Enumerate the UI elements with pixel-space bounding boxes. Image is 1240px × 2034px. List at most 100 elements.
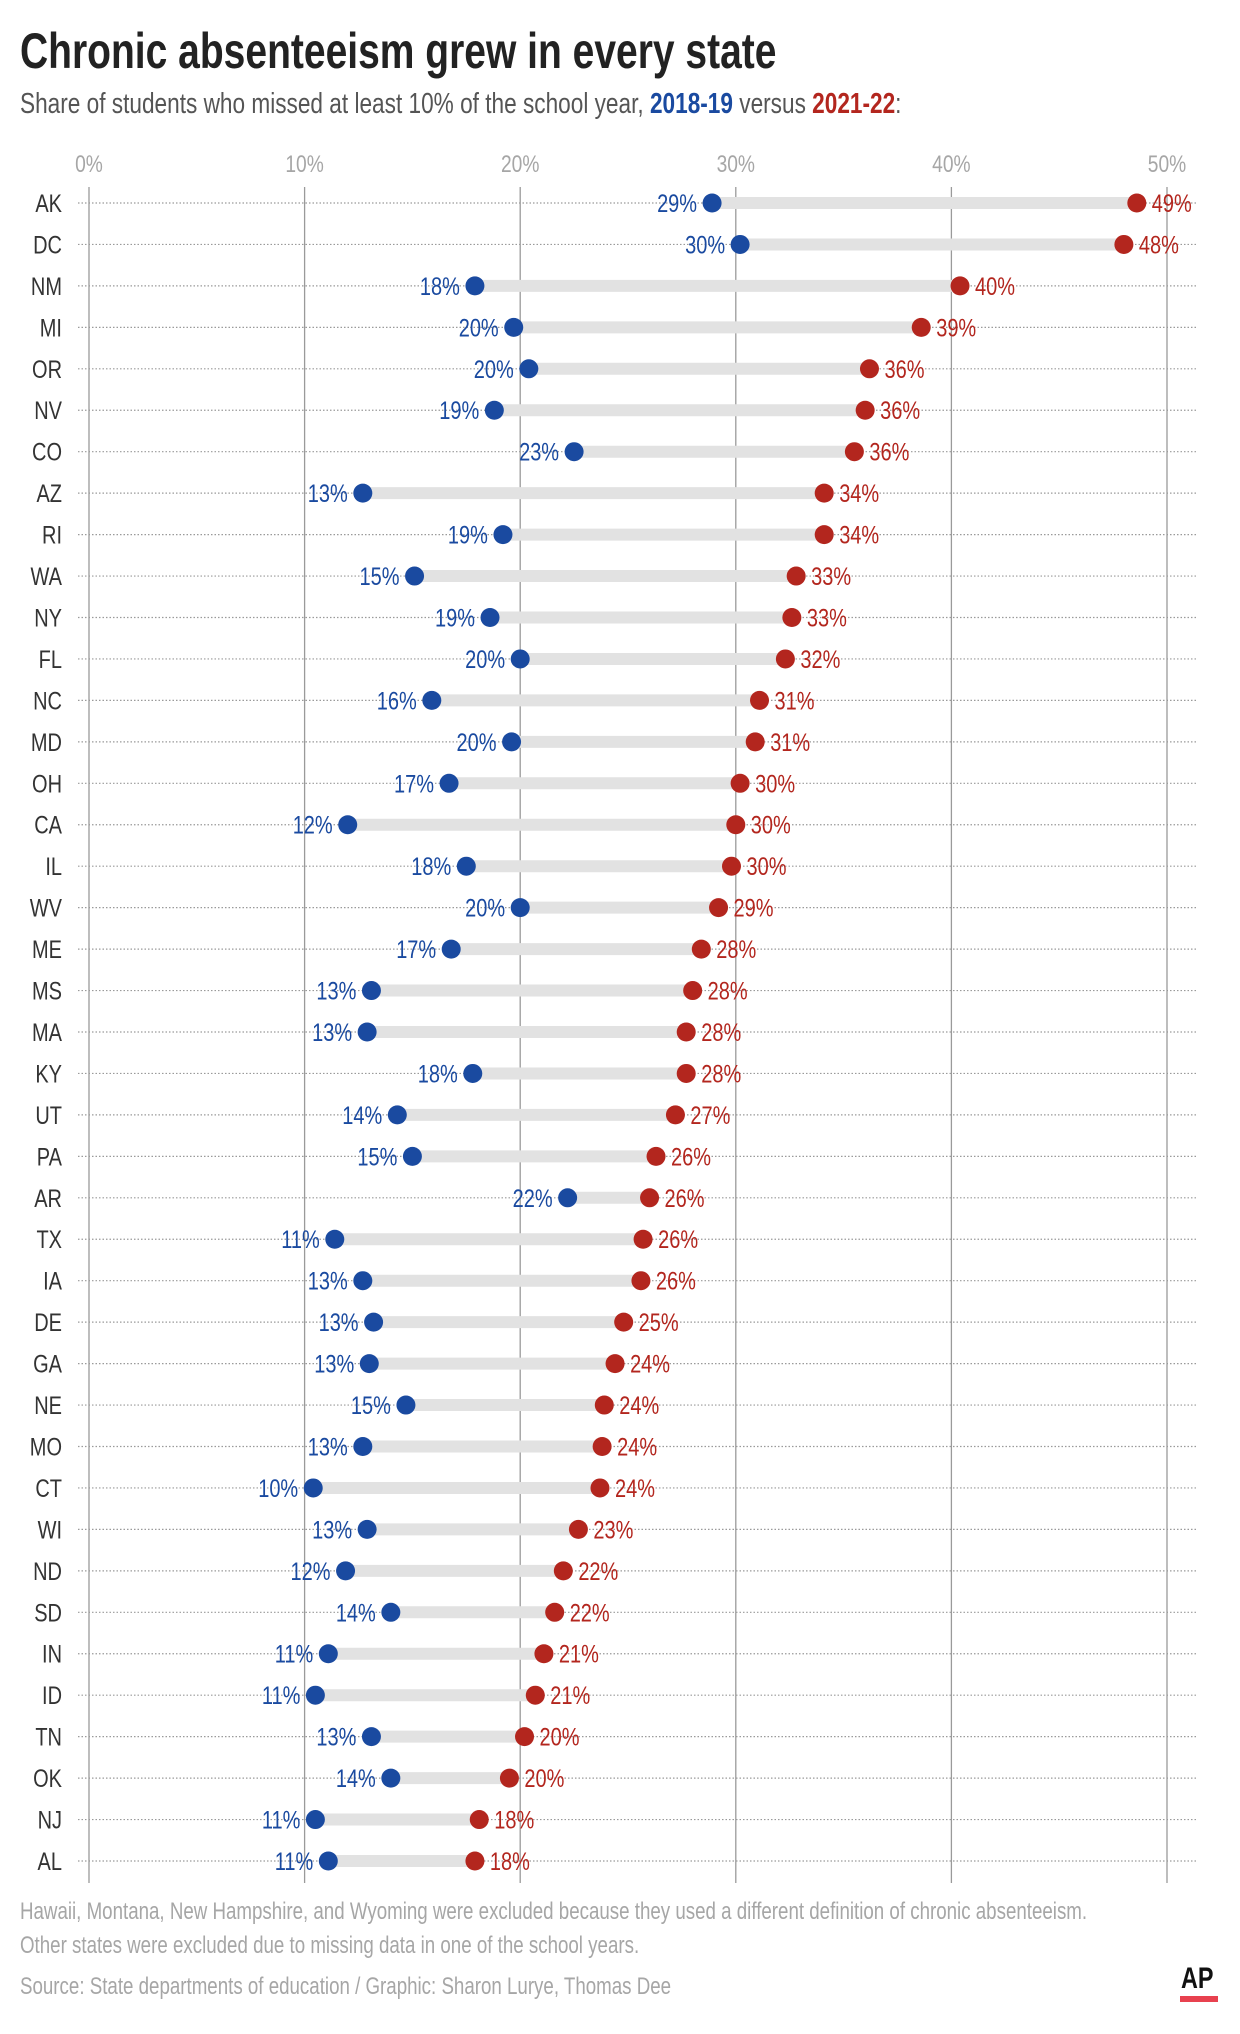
dot-2021-22-ND xyxy=(553,1561,573,1581)
value-label-2018-19-OR: 20% xyxy=(474,356,514,384)
dot-2021-22-NY xyxy=(782,608,802,627)
dot-2018-19-NJ xyxy=(305,1810,325,1830)
value-label-2018-19-PA: 15% xyxy=(357,1143,397,1171)
value-label-2021-22-OK: 20% xyxy=(524,1765,564,1793)
dot-2021-22-RI xyxy=(814,525,834,545)
value-label-2021-22-DC: 48% xyxy=(1139,231,1179,259)
state-label-WA: WA xyxy=(31,563,63,591)
dot-2018-19-OR xyxy=(519,359,539,379)
value-label-2021-22-MI: 39% xyxy=(936,314,976,342)
state-label-MA: MA xyxy=(32,1019,63,1047)
state-label-ME: ME xyxy=(32,936,62,964)
state-label-UT: UT xyxy=(35,1102,62,1130)
dot-2018-19-CA xyxy=(338,815,358,835)
state-label-NY: NY xyxy=(34,604,62,632)
state-label-NE: NE xyxy=(34,1392,62,1420)
value-label-2018-19-CA: 12% xyxy=(293,812,333,840)
dot-2021-22-KY xyxy=(676,1063,696,1083)
value-label-2018-19-IN: 11% xyxy=(275,1641,314,1669)
state-label-ID: ID xyxy=(42,1682,62,1710)
dot-2021-22-IL xyxy=(721,856,741,876)
dot-2021-22-MO xyxy=(592,1437,612,1456)
value-label-2018-19-AZ: 13% xyxy=(308,480,348,508)
value-label-2021-22-KY: 28% xyxy=(701,1060,741,1088)
dot-2021-22-DE xyxy=(614,1312,634,1332)
value-label-2018-19-UT: 14% xyxy=(342,1102,382,1130)
value-label-2021-22-RI: 34% xyxy=(839,522,879,550)
dot-2021-22-ID xyxy=(525,1685,545,1705)
dot-2018-19-NV xyxy=(484,400,504,420)
ap-logo-bar xyxy=(1180,1996,1218,2002)
value-label-2021-22-NM: 40% xyxy=(975,273,1015,301)
dot-2021-22-WV xyxy=(709,898,729,918)
value-label-2018-19-NE: 15% xyxy=(351,1392,391,1420)
state-label-NV: NV xyxy=(34,397,62,425)
dot-2021-22-MS xyxy=(683,981,703,1001)
dot-2018-19-IN xyxy=(318,1644,338,1664)
legend-2018-19: 2018-19 xyxy=(649,88,733,120)
state-label-GA: GA xyxy=(33,1351,63,1379)
state-label-SD: SD xyxy=(34,1599,62,1627)
value-label-2018-19-AL: 11% xyxy=(275,1848,314,1876)
dot-2021-22-CA xyxy=(726,815,746,835)
dot-2018-19-NC xyxy=(422,690,442,710)
value-label-2021-22-CA: 30% xyxy=(751,812,791,840)
dot-2021-22-AL xyxy=(465,1851,485,1871)
dot-2021-22-FL xyxy=(775,649,795,669)
state-label-MO: MO xyxy=(30,1433,62,1461)
value-label-2021-22-AR: 26% xyxy=(665,1185,705,1213)
value-label-2021-22-OR: 36% xyxy=(884,356,924,384)
value-label-2021-22-ND: 22% xyxy=(578,1558,618,1586)
value-label-2018-19-SD: 14% xyxy=(336,1599,376,1627)
dot-2018-19-NY xyxy=(480,608,500,627)
dot-2021-22-WI xyxy=(568,1519,588,1539)
state-label-KY: KY xyxy=(35,1060,62,1088)
x-tick-label: 50% xyxy=(1148,150,1186,178)
value-label-2018-19-AK: 29% xyxy=(657,190,697,218)
dot-2018-19-MA xyxy=(357,1022,377,1042)
dot-2018-19-ME xyxy=(441,939,461,959)
value-label-2021-22-NJ: 18% xyxy=(494,1806,534,1834)
dot-2021-22-CT xyxy=(590,1478,610,1498)
state-label-MI: MI xyxy=(40,314,62,342)
state-label-DE: DE xyxy=(34,1309,62,1337)
value-label-2021-22-TX: 26% xyxy=(658,1226,698,1254)
note-excluded-missing: Other states were excluded due to missin… xyxy=(20,1932,640,1959)
state-label-WV: WV xyxy=(30,895,62,923)
dot-2021-22-ME xyxy=(691,939,711,959)
dot-2021-22-PA xyxy=(646,1146,666,1166)
dot-2018-19-AZ xyxy=(353,483,373,503)
state-label-TN: TN xyxy=(35,1724,62,1752)
value-label-2018-19-TN: 13% xyxy=(316,1724,356,1752)
value-label-2018-19-KY: 18% xyxy=(418,1060,458,1088)
state-label-OK: OK xyxy=(33,1765,62,1793)
dot-2021-22-DC xyxy=(1114,234,1134,254)
state-label-IL: IL xyxy=(45,853,62,881)
value-label-2018-19-OK: 14% xyxy=(336,1765,376,1793)
dot-2021-22-TX xyxy=(633,1229,653,1249)
dot-2018-19-CO xyxy=(564,442,584,462)
value-label-2018-19-CT: 10% xyxy=(258,1475,298,1503)
dot-2018-19-PA xyxy=(402,1146,422,1166)
value-label-2018-19-MD: 20% xyxy=(457,729,497,757)
dot-2021-22-CO xyxy=(844,442,864,462)
state-label-NC: NC xyxy=(33,687,62,715)
value-label-2018-19-MA: 13% xyxy=(312,1019,352,1047)
value-label-2021-22-WV: 29% xyxy=(734,895,774,923)
dot-2018-19-MD xyxy=(502,732,522,752)
state-label-AK: AK xyxy=(35,190,62,218)
value-label-2018-19-NJ: 11% xyxy=(262,1806,301,1834)
value-label-2021-22-NV: 36% xyxy=(880,397,920,425)
dot-2021-22-WA xyxy=(786,566,806,586)
value-label-2018-19-WA: 15% xyxy=(360,563,400,591)
value-label-2018-19-MS: 13% xyxy=(316,977,356,1005)
dot-2018-19-AK xyxy=(702,193,722,213)
value-label-2018-19-ME: 17% xyxy=(396,936,436,964)
value-label-2021-22-ID: 21% xyxy=(550,1682,590,1710)
value-label-2018-19-OH: 17% xyxy=(394,770,434,798)
value-label-2018-19-ID: 11% xyxy=(262,1682,301,1710)
dot-2021-22-AR xyxy=(640,1188,660,1208)
dot-2018-19-WI xyxy=(357,1519,377,1539)
dot-2021-22-NE xyxy=(594,1395,614,1415)
value-label-2021-22-TN: 20% xyxy=(540,1724,580,1752)
